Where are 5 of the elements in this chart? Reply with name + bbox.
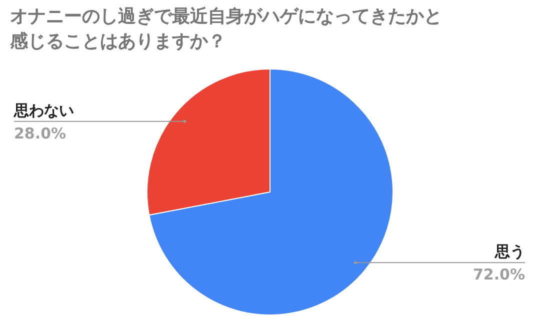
data-label: 72.0% bbox=[472, 266, 525, 284]
slice-label: 思わない bbox=[13, 101, 74, 120]
chart-title: オナニーのし過ぎで最近自身がハゲになってきたかと感じることはありますか？ bbox=[10, 5, 443, 54]
slice-label: 思う bbox=[494, 242, 525, 261]
data-label: 28.0% bbox=[14, 124, 66, 142]
